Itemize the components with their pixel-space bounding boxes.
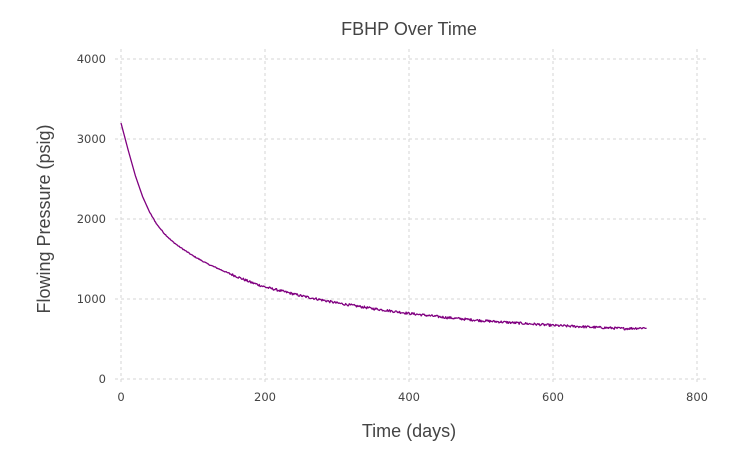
x-tick-label: 0 bbox=[117, 390, 124, 404]
y-tick-label: 2000 bbox=[77, 212, 106, 226]
series-group bbox=[120, 122, 647, 331]
x-tick-label: 600 bbox=[542, 390, 564, 404]
y-axis-title: Flowing Pressure (psig) bbox=[34, 124, 54, 313]
y-tick-label: 3000 bbox=[77, 132, 106, 146]
series-line bbox=[120, 122, 647, 331]
x-tick-label: 400 bbox=[398, 390, 420, 404]
x-tick-label: 200 bbox=[254, 390, 276, 404]
x-axis-ticks: 0 200 400 600 800 bbox=[117, 390, 708, 404]
x-tick-label: 800 bbox=[686, 390, 708, 404]
y-tick-label: 1000 bbox=[77, 292, 106, 306]
chart-title: FBHP Over Time bbox=[341, 19, 477, 39]
y-tick-label: 0 bbox=[99, 372, 106, 386]
x-axis-title: Time (days) bbox=[362, 421, 456, 441]
gridlines bbox=[115, 49, 707, 385]
y-tick-label: 4000 bbox=[77, 52, 106, 66]
y-axis-ticks: 0 1000 2000 3000 4000 bbox=[77, 52, 106, 386]
